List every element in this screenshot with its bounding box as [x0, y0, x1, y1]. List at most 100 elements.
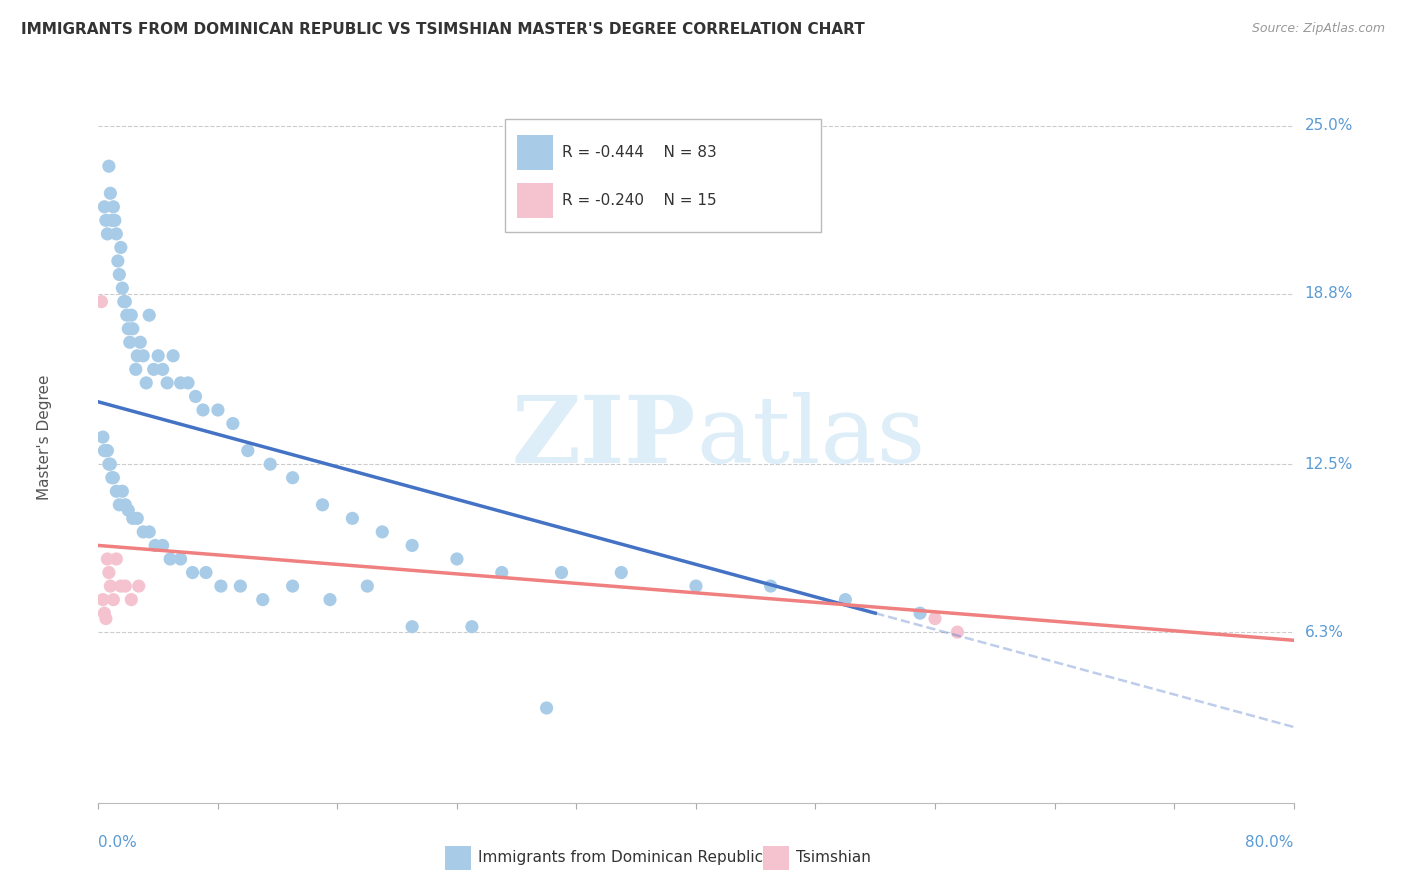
Point — [93, 606, 115, 620]
Point — [104, 213, 127, 227]
Point — [319, 592, 342, 607]
Point — [142, 362, 165, 376]
Text: R = -0.444    N = 83: R = -0.444 N = 83 — [562, 145, 717, 160]
Point — [311, 498, 333, 512]
Point — [143, 538, 166, 552]
Point — [121, 511, 143, 525]
Point — [98, 186, 122, 201]
Text: IMMIGRANTS FROM DOMINICAN REPUBLIC VS TSIMSHIAN MASTER'S DEGREE CORRELATION CHAR: IMMIGRANTS FROM DOMINICAN REPUBLIC VS TS… — [21, 22, 865, 37]
Point — [97, 566, 120, 580]
Point — [128, 579, 150, 593]
Point — [91, 592, 114, 607]
Bar — [763, 846, 789, 870]
Point — [209, 579, 232, 593]
Text: atlas: atlas — [696, 392, 925, 482]
Point — [259, 457, 281, 471]
Point — [93, 200, 115, 214]
Point — [127, 349, 149, 363]
Text: 25.0%: 25.0% — [1305, 118, 1353, 133]
Point — [401, 538, 423, 552]
Text: 6.3%: 6.3% — [1305, 624, 1344, 640]
Point — [946, 625, 969, 640]
Point — [184, 389, 207, 403]
Point — [162, 349, 184, 363]
Point — [118, 335, 141, 350]
Point — [191, 403, 214, 417]
Text: Master's Degree: Master's Degree — [37, 375, 52, 500]
Point — [94, 611, 117, 625]
Point — [550, 566, 572, 580]
Point — [148, 349, 170, 363]
Point — [93, 443, 115, 458]
Point — [342, 511, 364, 525]
Bar — [517, 183, 553, 218]
Point — [103, 592, 125, 607]
Point — [222, 417, 245, 431]
Point — [491, 566, 513, 580]
Point — [90, 294, 112, 309]
Point — [114, 579, 136, 593]
Point — [908, 606, 931, 620]
Point — [685, 579, 707, 593]
Point — [107, 254, 129, 268]
Point — [103, 200, 125, 214]
Point — [96, 227, 118, 241]
Bar — [446, 846, 471, 870]
Point — [105, 552, 128, 566]
Point — [169, 376, 191, 390]
Point — [105, 227, 128, 241]
Point — [111, 281, 134, 295]
Point — [114, 498, 136, 512]
Point — [129, 335, 152, 350]
Point — [112, 294, 135, 309]
Point — [356, 579, 378, 593]
Point — [177, 376, 200, 390]
Point — [924, 611, 946, 625]
Point — [110, 240, 132, 254]
Point — [91, 430, 114, 444]
Point — [98, 457, 122, 471]
Point — [461, 620, 484, 634]
Point — [195, 566, 218, 580]
Point — [181, 566, 204, 580]
Point — [120, 308, 142, 322]
Point — [97, 159, 120, 173]
FancyBboxPatch shape — [505, 119, 821, 232]
Point — [281, 471, 304, 485]
Bar — [517, 135, 553, 170]
Point — [97, 457, 120, 471]
Text: 18.8%: 18.8% — [1305, 286, 1353, 301]
Text: 0.0%: 0.0% — [98, 835, 138, 850]
Point — [138, 308, 160, 322]
Point — [138, 524, 160, 539]
Point — [101, 471, 124, 485]
Text: Tsimshian: Tsimshian — [796, 850, 872, 865]
Point — [110, 579, 132, 593]
Point — [105, 484, 128, 499]
Point — [96, 552, 118, 566]
Point — [132, 524, 155, 539]
Point — [103, 471, 125, 485]
Text: 12.5%: 12.5% — [1305, 457, 1353, 472]
Point — [759, 579, 782, 593]
Text: Immigrants from Dominican Republic: Immigrants from Dominican Republic — [478, 850, 763, 865]
Point — [132, 349, 155, 363]
Point — [159, 552, 181, 566]
Point — [125, 362, 148, 376]
Point — [401, 620, 423, 634]
Text: ZIP: ZIP — [512, 392, 696, 482]
Point — [236, 443, 259, 458]
Point — [94, 213, 117, 227]
Point — [152, 362, 174, 376]
Point — [152, 538, 174, 552]
Text: 80.0%: 80.0% — [1246, 835, 1294, 850]
Point — [114, 294, 136, 309]
Point — [229, 579, 252, 593]
Point — [115, 308, 138, 322]
Point — [108, 498, 131, 512]
Point — [610, 566, 633, 580]
Point — [536, 701, 558, 715]
Point — [169, 552, 191, 566]
Point — [121, 322, 143, 336]
Text: R = -0.240    N = 15: R = -0.240 N = 15 — [562, 193, 717, 208]
